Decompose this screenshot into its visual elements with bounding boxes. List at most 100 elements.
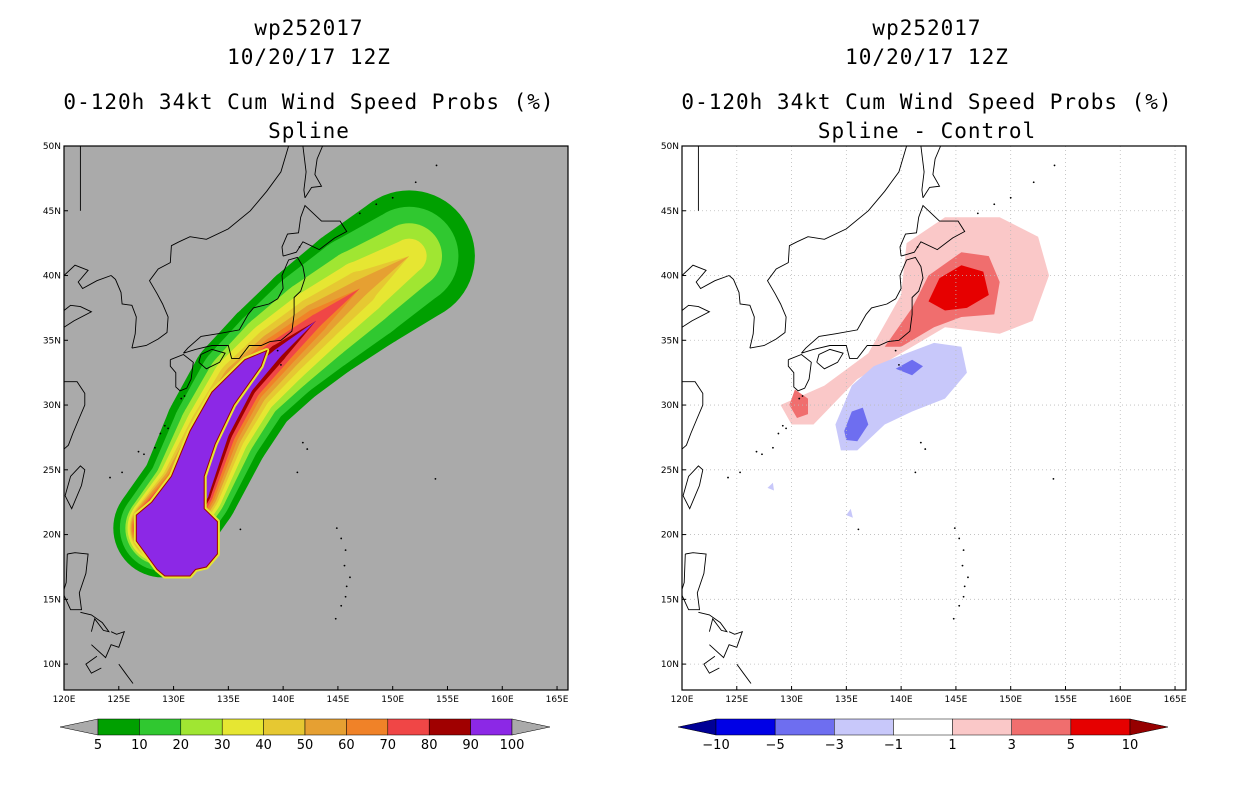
spline-island [296, 471, 299, 474]
spline-coastline [183, 256, 306, 359]
difference-colorbar-under [677, 718, 717, 736]
spline-coastline [80, 611, 110, 633]
spline-island [163, 424, 166, 427]
spline-colorbar-swatch [180, 718, 223, 736]
spline-chart: 120E 125E 130E 135E 140E 145E 150E 155E 160E 165E… [43, 142, 569, 753]
spline-island [391, 196, 394, 199]
difference-coastline [899, 204, 966, 257]
difference-xtick-label: 140E [890, 695, 913, 705]
difference-island [785, 427, 787, 430]
spline-island [121, 471, 123, 474]
difference-region [895, 359, 923, 376]
difference-island [772, 446, 774, 449]
difference-gridlines [682, 146, 1186, 690]
difference-colorbar-swatch [834, 718, 894, 736]
spline-island [298, 246, 301, 248]
spline-coastline [304, 146, 324, 199]
difference-island [924, 448, 927, 450]
difference-colorbar-label: 5 [1067, 738, 1075, 753]
difference-island [739, 471, 741, 474]
spline-island [301, 441, 304, 444]
spline-island [349, 576, 351, 579]
difference-colorbar-label: −3 [825, 738, 844, 753]
difference-colorbar-label: −10 [702, 738, 729, 753]
difference-coastline [749, 241, 798, 349]
difference-colorbar-swatch [1070, 718, 1131, 736]
spline-colorbar-label: 50 [297, 738, 314, 753]
difference-ytick-label: 40N [661, 272, 679, 282]
spline-xtick-label: 155E [436, 695, 459, 705]
spline-coastline [91, 630, 126, 659]
spline-coastline [178, 146, 290, 243]
spline-island [306, 448, 309, 450]
difference-colorbar-swatch [715, 718, 776, 736]
difference-ytick-label: 45N [661, 207, 679, 217]
difference-colorbar-label: −1 [884, 738, 903, 753]
spline-colorbar-swatch [221, 718, 264, 736]
spline-coastline [85, 655, 102, 674]
spline-coastlines [64, 146, 438, 684]
spline-colorbar-label: 40 [255, 738, 272, 753]
spline-xtick-label: 140E [272, 695, 295, 705]
spline-island [280, 363, 282, 366]
spline-xtick-label: 165E [546, 695, 569, 705]
difference-island [781, 424, 784, 427]
difference-island [801, 395, 804, 397]
spline-map-frame [63, 145, 569, 691]
contour-90-segment [274, 320, 316, 357]
spline-island [335, 527, 338, 529]
difference-xtick-label: 150E [999, 695, 1022, 705]
spline-coastline [64, 264, 112, 290]
spline-island [239, 528, 242, 531]
difference-island [777, 432, 780, 435]
spline-ytick-label: 30N [43, 401, 61, 411]
spline-coastline [64, 381, 86, 450]
spline-island [109, 476, 111, 479]
spline-contours [64, 146, 475, 684]
difference-coastline [801, 256, 924, 359]
spline-coastline [169, 353, 194, 392]
difference-ytick-label: 50N [661, 142, 679, 152]
spline-colorbar-label: 80 [421, 738, 438, 753]
difference-ytick-label: 35N [661, 336, 679, 346]
spline-xtick-label: 160E [491, 695, 514, 705]
difference-colorbar-swatch [774, 718, 835, 736]
left-title-subtitle: Spline [268, 119, 350, 143]
difference-coastline [703, 655, 720, 674]
difference-coastline [920, 146, 925, 198]
spline-island [137, 450, 140, 453]
right-title-field: 0-120h 34kt Cum Wind Speed Probs (%) [681, 90, 1173, 114]
difference-colorbar-label: 10 [1122, 738, 1139, 753]
difference-island [761, 453, 763, 456]
spline-xtick-label: 125E [107, 695, 130, 705]
spline-coastline [64, 465, 86, 510]
left-title-storm-id: wp252017 [254, 16, 364, 40]
spline-island [375, 203, 378, 206]
difference-colorbar-swatch [952, 718, 1012, 736]
difference-ytick-label: 15N [661, 595, 679, 605]
difference-xtick-label: 135E [835, 695, 858, 705]
spline-xtick-label: 145E [326, 695, 349, 705]
spline-colorbar-swatch [470, 718, 513, 736]
left-title-field: 0-120h 34kt Cum Wind Speed Probs (%) [63, 90, 555, 114]
difference-coastline [682, 264, 730, 290]
difference-map-frame [681, 145, 1187, 691]
difference-region [767, 482, 774, 491]
difference-xtick-label: 145E [944, 695, 967, 705]
difference-island [798, 397, 801, 400]
difference-coastline [922, 146, 942, 199]
difference-colorbar-label: 3 [1008, 738, 1016, 753]
difference-colorbar-label: 1 [948, 738, 956, 753]
spline-colorbar-label: 5 [94, 738, 102, 753]
spline-island [345, 585, 348, 588]
difference-panel: wp252017 10/20/17 12Z 0-120h 34kt Cum Wi… [618, 0, 1236, 800]
spline-ytick-label: 20N [43, 531, 61, 541]
difference-colorbar-swatch [893, 718, 953, 736]
difference-island [962, 595, 965, 598]
contour-100-region [135, 349, 268, 577]
spline-island [340, 537, 343, 540]
spline-colorbar-swatch [263, 718, 306, 736]
spline-island [414, 181, 417, 184]
difference-island [857, 528, 860, 531]
spline-colorbar-label: 10 [131, 738, 148, 753]
